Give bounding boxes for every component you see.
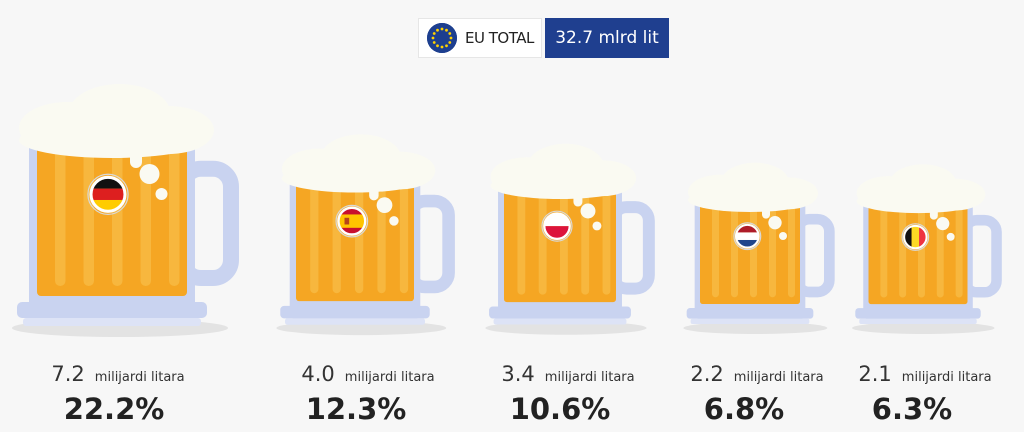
foam-bubble	[155, 188, 168, 200]
foam-bubble	[768, 216, 782, 230]
eu-total-header: EU TOTAL 32.7 mlrd lit	[418, 18, 669, 58]
mug-shadow	[485, 321, 647, 335]
mug-base-edge	[23, 318, 201, 326]
value-label-belgium: 2.1 milijardi litara	[858, 362, 991, 386]
beer-stripe	[769, 201, 776, 298]
value-label-spain: 4.0 milijardi litara	[301, 362, 434, 386]
foam-bubble	[779, 232, 787, 240]
value-label-poland: 3.4 milijardi litara	[501, 362, 634, 386]
beer-stripe	[899, 202, 907, 298]
beer-mug-belgium	[852, 164, 1002, 334]
share-percent-spain: 12.3%	[305, 392, 407, 426]
beer-foam	[490, 143, 637, 207]
foam-bubble	[936, 217, 950, 231]
mug-base-edge	[493, 318, 627, 325]
value-unit: milijardi litara	[94, 370, 185, 385]
eu-flag-icon	[427, 23, 457, 53]
beer-mug-germany	[12, 84, 239, 337]
beer-stripe	[399, 179, 409, 294]
mug-shadow	[852, 322, 995, 334]
share-percent-poland: 10.6%	[509, 392, 611, 426]
value-unit: milijardi litara	[901, 370, 992, 385]
beer-stripe	[332, 179, 341, 294]
beer-stripe	[55, 142, 66, 286]
beer-stripe	[936, 202, 944, 298]
mug-base-edge	[859, 318, 977, 324]
beer-stripe	[602, 187, 611, 295]
beer-stripe	[538, 187, 547, 295]
mug-base	[280, 305, 430, 319]
beer-foam	[281, 134, 436, 201]
foam-bubble	[389, 216, 399, 226]
value-number: 4.0	[301, 362, 335, 386]
value-number: 2.2	[690, 362, 724, 386]
mug-base	[686, 308, 814, 319]
beer-foam	[688, 162, 818, 219]
value-unit: milijardi litara	[344, 370, 435, 385]
eu-total-label-box: EU TOTAL	[418, 18, 542, 58]
mug-base-edge	[690, 318, 810, 324]
mug-base	[855, 308, 981, 319]
beer-stripe	[377, 179, 386, 294]
value-unit: milijardi litara	[544, 370, 635, 385]
beer-stripe	[83, 142, 94, 286]
foam-bubble	[580, 203, 596, 219]
spain-flag-icon	[335, 204, 369, 238]
mug-base-edge	[284, 318, 426, 325]
value-label-netherlands: 2.2 milijardi litara	[690, 362, 823, 386]
beer-stripe	[731, 201, 738, 298]
value-number: 3.4	[501, 362, 535, 386]
foam-bubble	[592, 221, 602, 231]
beer-stripe	[788, 201, 795, 298]
value-label-germany: 7.2 milijardi litara	[51, 362, 184, 386]
beer-stripe	[581, 187, 590, 295]
value-unit: milijardi litara	[733, 370, 824, 385]
mug-shadow	[683, 322, 828, 334]
beer-stripe	[955, 202, 963, 298]
poland-flag-icon	[541, 210, 573, 242]
beer-stripe	[169, 142, 180, 286]
beer-mug-netherlands	[683, 162, 835, 334]
belgium-flag-icon	[901, 223, 930, 251]
share-percent-netherlands: 6.8%	[703, 392, 785, 426]
beer-foam	[856, 164, 986, 220]
mug-base	[489, 306, 631, 319]
beer-stripe	[517, 187, 526, 295]
beer-foam	[19, 84, 214, 168]
value-number: 7.2	[51, 362, 85, 386]
foam-bubble	[376, 197, 393, 214]
share-percent-germany: 22.2%	[63, 392, 165, 426]
mug-base	[17, 302, 207, 318]
beer-mug-spain	[276, 134, 455, 336]
beer-stripe	[310, 179, 319, 294]
foam-bubble	[946, 232, 955, 241]
value-number: 2.1	[858, 362, 892, 386]
beer-stripe	[880, 202, 888, 298]
eu-total-label: EU TOTAL	[465, 29, 534, 47]
germany-flag-icon	[87, 173, 129, 215]
beer-stripe	[712, 201, 719, 298]
eu-total-value: 32.7 mlrd lit	[545, 18, 669, 58]
beer-mug-poland	[485, 143, 655, 335]
share-percent-belgium: 6.3%	[871, 392, 953, 426]
beer-stripe	[140, 142, 151, 286]
netherlands-flag-icon	[733, 222, 762, 251]
foam-bubble	[139, 164, 160, 184]
